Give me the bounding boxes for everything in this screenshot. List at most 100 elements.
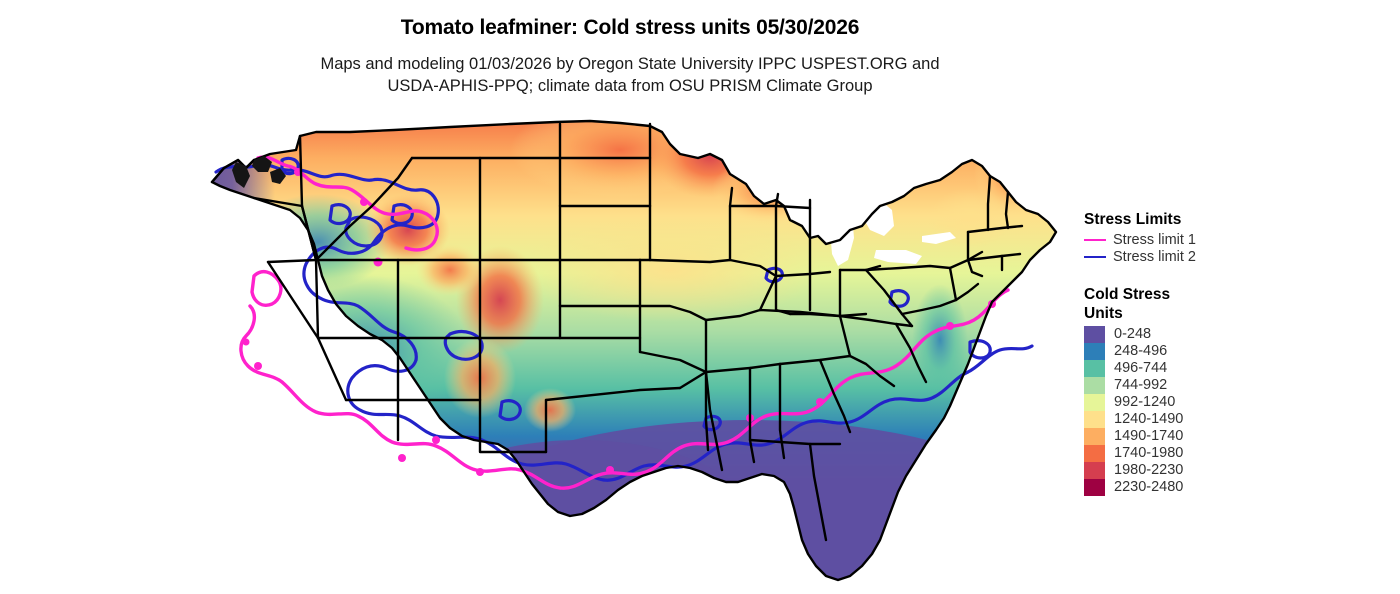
lake-erie	[874, 250, 922, 264]
border-ky-tn	[758, 308, 842, 318]
olympic-peninsula	[210, 158, 256, 184]
border-tn-nc-va	[838, 314, 852, 358]
legend-class-label: 1980-2230	[1114, 461, 1184, 478]
puget-sound-water	[232, 156, 286, 188]
lake-superior	[786, 176, 832, 202]
conus-outline	[210, 119, 1058, 582]
california-low-stress	[212, 350, 315, 530]
legend-class-label: 248-496	[1114, 342, 1168, 359]
legend-color-swatch	[1084, 342, 1105, 360]
lake-ontario	[922, 232, 956, 244]
legend-class-label: 0-248	[1114, 325, 1152, 342]
legend-class-9[interactable]: 2230-2480	[1084, 478, 1384, 496]
border-nc-sc	[848, 354, 896, 388]
border-nm-tx	[478, 398, 548, 454]
legend-class-label: 496-744	[1114, 359, 1168, 376]
appalachian-streak	[912, 284, 968, 396]
border-tx-ar	[678, 370, 708, 390]
border-id-mt-1	[300, 204, 318, 262]
legend-class-label: 2230-2480	[1114, 478, 1184, 495]
border-wa-or	[252, 196, 304, 208]
legend-cold-stress-units-title: Cold Stress Units	[1084, 286, 1204, 324]
border-ma-vt-nh	[966, 224, 1024, 234]
page-title: Tomato leafminer: Cold stress units 05/3…	[400, 16, 860, 39]
border-ms-la	[704, 370, 710, 452]
legend-class-4[interactable]: 992-1240	[1084, 393, 1384, 411]
border-fl-inland	[808, 442, 828, 542]
border-nv-ut-line	[314, 258, 320, 340]
border-ct-ny	[966, 258, 984, 278]
border-nh-me	[1004, 190, 1010, 230]
legend-class-5[interactable]: 1240-1490	[1084, 410, 1384, 428]
legend-class-1[interactable]: 248-496	[1084, 342, 1384, 360]
border-gulf-state-line	[748, 438, 842, 446]
corn-belt-band	[520, 218, 820, 322]
sangre-de-cristo-cold-core	[524, 388, 576, 432]
border-or-ca-nv	[266, 258, 318, 264]
border-ok-ar	[638, 350, 708, 374]
montana-bitterroot-core	[416, 244, 484, 296]
border-ia-wi-il	[728, 258, 778, 278]
map-legend: Stress Limits Stress limit 1 Stress limi…	[1084, 211, 1384, 496]
border-wv-va	[900, 312, 914, 328]
legend-class-2[interactable]: 496-744	[1084, 359, 1384, 377]
border-il-mo-ky	[758, 274, 778, 312]
legend-class-6[interactable]: 1490-1740	[1084, 427, 1384, 445]
border-va-nc	[838, 314, 914, 328]
stress-limit-1-line-icon	[1084, 239, 1106, 242]
stress-limit-1-label: Stress limit 1	[1113, 232, 1196, 249]
legend-color-swatch	[1084, 444, 1105, 462]
legend-class-3[interactable]: 744-992	[1084, 376, 1384, 394]
legend-stress-limits-title: Stress Limits	[1084, 211, 1182, 228]
legend-units-title-line-1: Cold Stress	[1084, 285, 1171, 303]
legend-class-label: 744-992	[1114, 376, 1168, 393]
border-pa-nj-ny	[948, 266, 958, 302]
border-tx-la	[704, 370, 724, 472]
legend-color-swatch	[1084, 325, 1105, 343]
subtitle-line-1: Maps and modeling 01/03/2026 by Oregon S…	[320, 55, 940, 73]
legend-color-swatch	[1084, 393, 1105, 411]
border-wi-il	[728, 204, 812, 210]
legend-class-8[interactable]: 1980-2230	[1084, 461, 1384, 479]
stress-limit-2-line-icon	[1084, 256, 1106, 259]
border-al-ga	[778, 362, 786, 460]
legend-class-0[interactable]: 0-248	[1084, 325, 1384, 343]
legend-color-swatch	[1084, 359, 1105, 377]
legend-line-item-stress-limit-1[interactable]: Stress limit 1	[1084, 232, 1384, 249]
legend-class-label: 1240-1490	[1114, 410, 1184, 427]
legend-units-title-line-2: Units	[1084, 304, 1123, 322]
stress-limit-2-contour	[214, 156, 1034, 482]
border-nj-ny	[954, 282, 980, 302]
border-ga-sc	[818, 358, 852, 434]
border-mo-tn-ky	[704, 308, 762, 322]
legend-class-label: 992-1240	[1114, 393, 1176, 410]
stress-limit-2-label: Stress limit 2	[1113, 249, 1196, 266]
legend-color-swatch	[1084, 410, 1105, 428]
subtitle-line-2: USDA-APHIS-PPQ; climate data from OSU PR…	[387, 76, 873, 95]
legend-class-list: 0-248 248-496 496-744 744-992 992-1240 1	[1084, 325, 1384, 496]
legend-class-label: 1490-1740	[1114, 427, 1184, 444]
stress-raster-layer	[212, 121, 1056, 580]
border-mo-ar	[638, 304, 708, 322]
legend-class-7[interactable]: 1740-1980	[1084, 444, 1384, 462]
border-pa-ny	[864, 264, 952, 272]
border-oh-pa-wv	[864, 268, 904, 316]
legend-color-swatch	[1084, 478, 1105, 496]
legend-color-swatch	[1084, 427, 1105, 445]
border-nc-coast-inland	[894, 322, 928, 384]
state-boundaries-layer	[210, 119, 1058, 582]
legend-class-label: 1740-1980	[1114, 444, 1184, 461]
border-id-mt-2	[314, 156, 414, 262]
border-tx-ok	[544, 386, 682, 402]
border-ia-mn	[648, 258, 732, 264]
border-wa-id	[298, 134, 304, 208]
border-pa-md	[900, 298, 958, 316]
us-choropleth-map	[150, 110, 1080, 590]
page-subtitle: Maps and modeling 01/03/2026 by Oregon S…	[0, 54, 1260, 98]
legend-color-swatch	[1084, 376, 1105, 394]
border-vt-nh	[986, 174, 992, 232]
legend-line-item-stress-limit-2[interactable]: Stress limit 2	[1084, 249, 1384, 266]
legend-color-swatch	[1084, 461, 1105, 479]
map-svg	[210, 119, 1058, 582]
